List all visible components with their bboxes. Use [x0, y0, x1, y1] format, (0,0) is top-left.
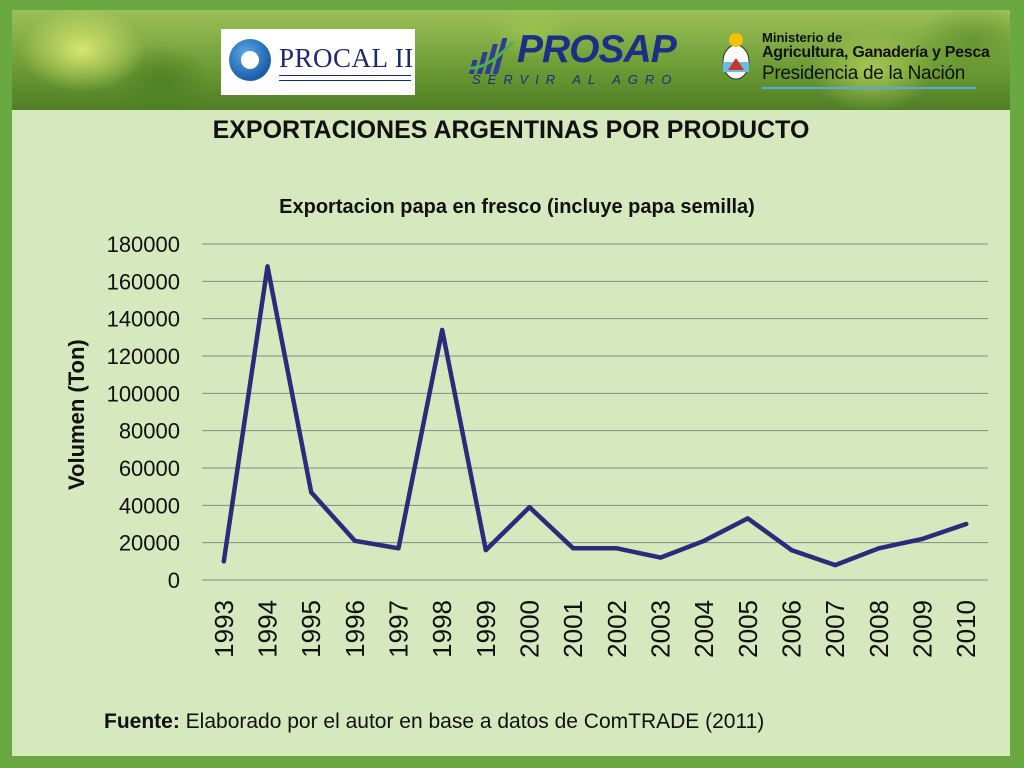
ministerio-logo: Ministerio de Agricultura, Ganadería y P… — [720, 30, 990, 92]
data-point — [876, 546, 881, 551]
argentina-shield-icon — [722, 33, 750, 80]
y-tick-label: 0 — [168, 568, 180, 593]
chart-title: Exportacion papa en fresco (incluye papa… — [279, 196, 755, 218]
y-tick-label: 120000 — [107, 344, 180, 369]
y-tick-label: 20000 — [119, 531, 180, 556]
slide: PROCAL II PROSAP SERVIR AL AGRO Minister… — [12, 10, 1010, 756]
y-tick-layer: 0 20000 40000 60000 80000 100000 120000 140000 1… — [107, 232, 180, 593]
grid-layer — [202, 243, 988, 581]
data-point — [440, 327, 445, 332]
ministerio-underline — [762, 87, 976, 89]
data-point — [221, 559, 226, 564]
x-tick-label: 2000 — [515, 600, 545, 658]
y-tick-label: 160000 — [107, 269, 180, 294]
data-point — [745, 516, 750, 521]
x-tick-layer: 1993 1994 1995 1996 1997 1998 1999 2000 2001 2002… — [209, 600, 981, 658]
data-point — [483, 548, 488, 553]
data-point — [789, 548, 794, 553]
x-tick-label: 2004 — [689, 600, 719, 658]
x-tick-label: 1997 — [384, 600, 414, 658]
data-point — [352, 538, 357, 543]
data-point — [571, 546, 576, 551]
x-tick-label: 2005 — [733, 600, 763, 658]
x-tick-label: 2002 — [602, 600, 632, 658]
source-text: Elaborado por el autor en base a datos d… — [179, 710, 765, 733]
y-tick-label: 180000 — [107, 232, 180, 257]
procal-subtitle-rule — [279, 75, 411, 81]
procal-emblem-icon — [229, 39, 271, 81]
x-tick-label: 1993 — [209, 600, 239, 658]
ministerio-line3: Presidencia de la Nación — [762, 63, 965, 84]
x-tick-label: 1996 — [340, 600, 370, 658]
x-tick-label: 2008 — [864, 600, 894, 658]
header-banner: PROCAL II PROSAP SERVIR AL AGRO Minister… — [12, 10, 1010, 110]
x-tick-label: 2010 — [951, 600, 981, 658]
data-point — [920, 536, 925, 541]
y-tick-label: 40000 — [119, 493, 180, 518]
data-point — [396, 546, 401, 551]
y-tick-label: 80000 — [119, 419, 180, 444]
x-tick-label: 2007 — [820, 600, 850, 658]
data-point — [265, 264, 270, 269]
prosap-title: PROSAP — [517, 28, 677, 71]
series-layer — [221, 264, 969, 568]
prosap-subtitle: SERVIR AL AGRO — [472, 72, 679, 87]
x-tick-label: 2003 — [646, 600, 676, 658]
ministerio-line2: Agricultura, Ganadería y Pesca — [762, 44, 990, 61]
x-tick-label: 2006 — [777, 600, 807, 658]
data-point — [964, 522, 969, 526]
data-point — [702, 538, 707, 543]
x-tick-label: 2009 — [908, 600, 938, 658]
line-chart: 0 20000 40000 60000 80000 100000 120000 140000 1… — [107, 232, 988, 658]
page-title: EXPORTACIONES ARGENTINAS POR PRODUCTO — [212, 116, 810, 144]
data-point — [833, 563, 838, 568]
x-tick-label: 1994 — [253, 600, 283, 658]
x-tick-label: 2001 — [558, 600, 588, 658]
ministerio-line1: Ministerio de — [762, 30, 843, 45]
data-point — [527, 505, 532, 510]
data-point — [309, 490, 314, 495]
data-point — [614, 546, 619, 551]
procal-title: PROCAL II — [279, 43, 414, 73]
x-tick-label: 1995 — [296, 600, 326, 658]
procal-logo: PROCAL II — [221, 29, 415, 95]
x-tick-label: 1999 — [471, 600, 501, 658]
source-label: Fuente: — [104, 710, 180, 733]
prosap-bars-icon — [468, 38, 515, 74]
data-point — [658, 555, 663, 560]
x-tick-label: 1998 — [427, 600, 457, 658]
y-tick-label: 60000 — [119, 456, 180, 481]
y-tick-label: 140000 — [107, 307, 180, 332]
source-note: Fuente: Elaborado por el autor en base a… — [104, 710, 764, 734]
y-tick-label: 100000 — [107, 381, 180, 406]
series-line — [221, 264, 969, 568]
